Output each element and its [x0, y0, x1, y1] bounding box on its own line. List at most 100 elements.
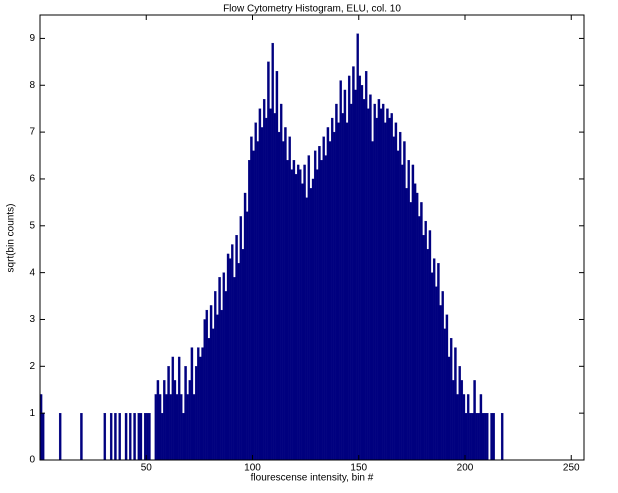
bar	[492, 413, 495, 461]
bar	[243, 192, 247, 461]
bar	[233, 277, 236, 461]
bar	[307, 155, 311, 461]
bar	[464, 413, 468, 461]
axes-box	[39, 14, 585, 461]
bar	[269, 108, 272, 461]
bar	[324, 155, 328, 461]
bar	[386, 108, 389, 461]
bar	[205, 309, 209, 461]
bar	[256, 141, 260, 461]
bar	[211, 328, 215, 461]
y-tick-label: 1	[29, 408, 35, 419]
bar	[356, 33, 359, 461]
bar	[452, 380, 455, 461]
bar	[360, 85, 364, 461]
bar	[318, 146, 321, 461]
bar	[413, 183, 417, 461]
bar	[209, 305, 213, 461]
y-tick-label: 2	[29, 361, 35, 372]
bar	[430, 272, 434, 461]
bar	[322, 136, 325, 461]
bar	[401, 164, 404, 461]
bar	[282, 141, 285, 461]
bar	[299, 169, 302, 461]
bar	[379, 108, 383, 461]
bar	[214, 291, 217, 461]
bar	[171, 356, 175, 461]
bar	[469, 413, 472, 461]
bar	[124, 413, 128, 461]
bar	[479, 394, 483, 461]
bar	[154, 394, 158, 461]
y-tick-label: 5	[29, 220, 35, 231]
bar	[375, 117, 379, 461]
bar	[424, 220, 427, 461]
bar	[146, 413, 149, 461]
bar	[167, 366, 170, 461]
bar	[460, 380, 464, 461]
bar	[490, 413, 493, 461]
bar	[475, 413, 478, 461]
bar	[471, 413, 474, 461]
bar	[288, 136, 291, 461]
bar	[184, 366, 187, 461]
bar	[415, 192, 419, 461]
bar	[435, 286, 438, 461]
x-axis-label: flourescense intensity, bin #	[251, 473, 374, 484]
bar	[294, 174, 298, 461]
bar	[109, 413, 113, 461]
bar	[262, 99, 266, 461]
y-axis-label: sqrt(bin counts)	[6, 204, 17, 273]
bar	[328, 141, 332, 461]
bar	[409, 202, 413, 461]
bar	[239, 216, 243, 461]
bar	[309, 188, 313, 461]
bar	[422, 235, 425, 461]
bar	[396, 150, 400, 461]
bar	[180, 394, 183, 461]
bar	[207, 338, 211, 461]
bar	[245, 211, 249, 461]
bar	[218, 277, 221, 461]
bar	[388, 117, 391, 461]
bar	[407, 160, 410, 461]
bar	[173, 380, 177, 461]
bar	[250, 136, 253, 461]
bar	[248, 160, 251, 461]
bar	[192, 394, 196, 461]
bar	[197, 347, 200, 461]
bar	[133, 413, 136, 461]
bar	[405, 188, 408, 461]
bar	[373, 103, 376, 461]
bar	[252, 150, 255, 461]
chart-title: Flow Cytometry Histogram, ELU, col. 10	[223, 4, 401, 15]
bar	[188, 380, 192, 461]
bar	[392, 136, 396, 461]
bar	[103, 413, 107, 461]
bar	[290, 169, 294, 461]
x-tick-label: 50	[141, 463, 153, 474]
bar	[447, 356, 451, 461]
bar	[301, 183, 304, 461]
bar	[258, 108, 262, 461]
bar	[190, 347, 194, 461]
bar	[456, 394, 459, 461]
bar	[398, 131, 402, 461]
bar	[303, 164, 306, 461]
bar	[369, 94, 372, 461]
bar	[267, 61, 270, 461]
bar	[473, 380, 476, 461]
bar	[305, 197, 308, 461]
bar	[228, 258, 232, 461]
bar	[296, 164, 300, 461]
y-tick-label: 6	[29, 174, 35, 185]
bar	[352, 66, 355, 461]
bar	[337, 122, 340, 461]
bar	[313, 150, 317, 461]
bar	[477, 413, 481, 461]
bar	[277, 131, 281, 461]
bar	[156, 380, 160, 461]
bar	[339, 80, 342, 461]
bar	[216, 314, 219, 461]
